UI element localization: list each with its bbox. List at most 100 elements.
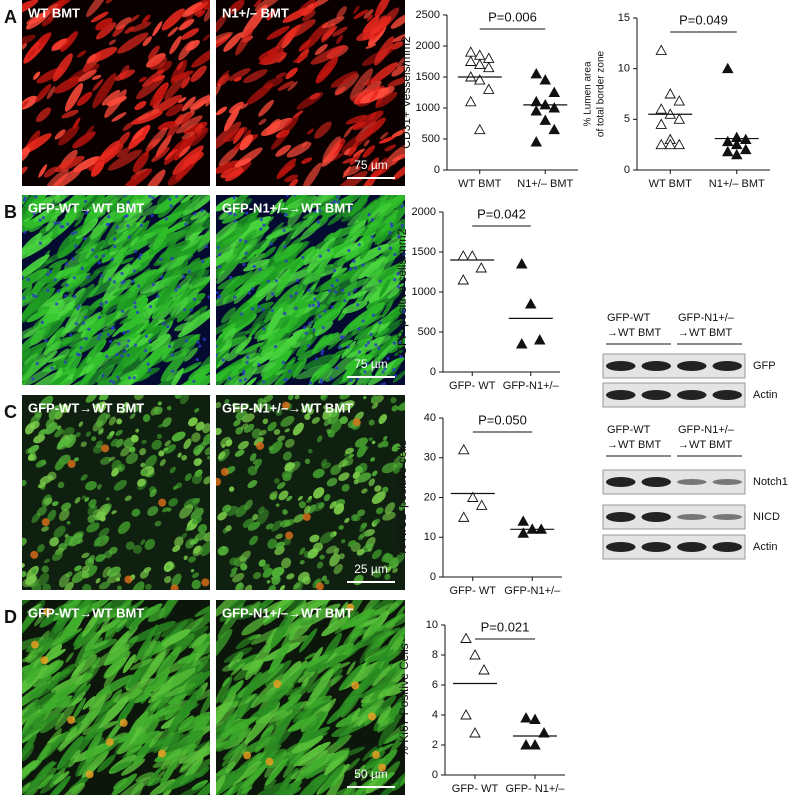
cell (295, 289, 305, 301)
cell (156, 195, 180, 206)
cell (376, 318, 404, 341)
cell (378, 136, 396, 144)
data-point (539, 74, 552, 85)
data-point (730, 148, 743, 160)
cell (240, 563, 248, 571)
cell (142, 414, 151, 423)
blot-row-label: Actin (753, 389, 777, 401)
cell (258, 48, 284, 61)
stain (63, 360, 67, 364)
cell (273, 428, 281, 435)
cell (240, 423, 249, 430)
cell (372, 665, 391, 687)
cell (196, 737, 210, 750)
cell (216, 764, 249, 795)
cell (232, 127, 245, 144)
cell (343, 456, 354, 466)
cell (224, 168, 244, 182)
cell (263, 779, 277, 790)
cell (349, 261, 375, 283)
cell (124, 26, 135, 34)
cell (228, 0, 245, 14)
stain (400, 223, 405, 228)
data-point (482, 61, 495, 73)
cell (58, 509, 70, 521)
cell (188, 214, 210, 234)
stain (108, 277, 112, 281)
data-point (721, 145, 734, 157)
cell (216, 83, 222, 100)
cell (226, 195, 255, 213)
cell (85, 431, 92, 437)
cell (217, 370, 234, 385)
cell (216, 402, 222, 409)
cell (370, 457, 376, 462)
data-point (548, 123, 561, 135)
cell (318, 362, 329, 371)
cell (255, 283, 273, 298)
cell (26, 308, 50, 323)
cell (340, 619, 365, 651)
cell (132, 544, 143, 554)
stain (245, 360, 249, 365)
stain (361, 263, 365, 267)
stain (126, 329, 130, 334)
cell (81, 218, 98, 235)
cell (373, 518, 381, 524)
cell (244, 423, 255, 433)
blot-group-label: GFP-WT (607, 312, 651, 324)
cell (305, 498, 312, 504)
blot-band (712, 542, 742, 552)
stain (46, 272, 50, 276)
cell (39, 395, 54, 410)
stain (84, 337, 88, 341)
cell (275, 533, 283, 540)
stain (283, 378, 287, 382)
stain (281, 401, 290, 410)
cell (66, 195, 88, 207)
cell (178, 145, 191, 158)
p-value: P=0.006 (488, 9, 537, 24)
cell (37, 544, 45, 553)
data-point (515, 258, 528, 269)
cell (200, 541, 210, 557)
stain (34, 195, 38, 199)
stain (99, 302, 103, 306)
stain (378, 279, 382, 283)
cell (155, 134, 172, 158)
cell (81, 607, 103, 638)
cell (370, 395, 378, 402)
image-content (22, 0, 210, 186)
cell (61, 782, 86, 795)
cell (378, 660, 385, 670)
cell (162, 348, 191, 362)
cell (60, 31, 78, 52)
cell (249, 453, 257, 462)
cell (324, 579, 330, 585)
cell (129, 446, 136, 453)
data-point (529, 739, 541, 750)
cell (102, 323, 116, 331)
stain (43, 607, 52, 616)
stain (383, 367, 387, 371)
stain (148, 195, 152, 198)
cell (400, 772, 405, 786)
stain (320, 352, 324, 356)
cell (216, 160, 242, 174)
stain (174, 288, 178, 292)
cell (235, 410, 248, 421)
cell (175, 482, 183, 489)
cell (81, 495, 87, 500)
stain (233, 212, 237, 217)
cell (107, 149, 143, 171)
cell (129, 717, 140, 734)
cell (164, 73, 187, 101)
cell (241, 617, 267, 636)
cell (27, 454, 35, 461)
cell (197, 523, 208, 534)
cell (111, 112, 127, 122)
cell (22, 273, 40, 292)
cell (176, 298, 198, 323)
cell (183, 438, 192, 450)
cell (269, 490, 278, 500)
